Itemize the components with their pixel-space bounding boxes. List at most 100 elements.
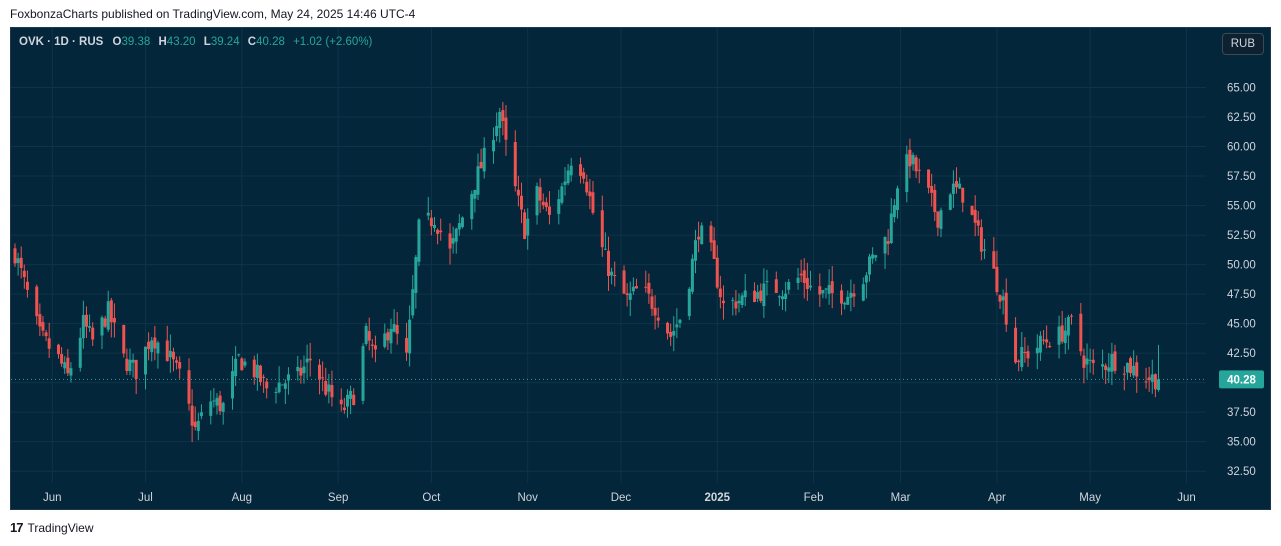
candle-body [970, 205, 974, 215]
candle-body [88, 326, 92, 328]
y-tick-label: 52.50 [1227, 230, 1256, 242]
x-tick-label: Aug [232, 492, 252, 504]
low-label: L [203, 36, 211, 48]
candle-body [373, 345, 377, 350]
candle-body [538, 187, 542, 201]
candle-body [171, 351, 175, 360]
candle-body [131, 359, 135, 363]
candle-body [109, 300, 113, 323]
candle-body [889, 213, 893, 244]
chart-pane[interactable]: 32.5035.0037.5040.0042.5045.0047.5050.00… [10, 27, 1271, 510]
candle-body [187, 370, 191, 404]
candle-body [753, 290, 757, 303]
candle-body [861, 284, 865, 301]
candle-body [392, 324, 396, 332]
candle-body [448, 233, 452, 249]
candle-body [678, 319, 682, 324]
candle-body [1060, 325, 1064, 342]
candle-body [675, 324, 679, 328]
candle-body [625, 293, 629, 296]
candle-body [516, 189, 520, 196]
candle-body [585, 181, 589, 193]
candle-body [504, 117, 508, 140]
candle-body [579, 164, 583, 176]
candle-body [345, 394, 349, 407]
candle-body [1042, 339, 1046, 341]
candle-body [178, 362, 182, 369]
candle-body [905, 154, 909, 192]
candle-body [871, 254, 875, 259]
candle-body [38, 314, 42, 327]
candle-body [712, 240, 716, 259]
candle-body [709, 225, 713, 243]
currency-button[interactable]: RUB [1221, 33, 1264, 55]
candle-body [927, 169, 931, 188]
candle-body [650, 296, 654, 309]
candle-body [283, 383, 287, 389]
x-tick-label: Dec [611, 492, 632, 504]
candle-body [588, 191, 592, 197]
candle-body [740, 295, 744, 306]
candle-body [1063, 330, 1067, 344]
candle-body [774, 279, 778, 293]
candle-body [330, 385, 334, 398]
candle-body [547, 206, 551, 215]
candle-body [339, 399, 343, 405]
x-tick-label: Jun [43, 492, 62, 504]
candle-body [697, 236, 701, 240]
candle-body [892, 205, 896, 218]
candle-body [221, 402, 225, 412]
candle-body [460, 217, 464, 228]
candle-body [60, 354, 64, 364]
candlestick-chart[interactable]: 32.5035.0037.5040.0042.5045.0047.5050.00… [11, 28, 1271, 510]
close-label: C [247, 36, 257, 48]
symbol-label: OVK · 1D · RUS [19, 36, 104, 48]
candle-body [327, 384, 331, 392]
candle-body [603, 248, 607, 250]
candle-body [846, 296, 850, 305]
candle-body [787, 282, 791, 290]
candle-body [784, 293, 788, 299]
candle-body [22, 270, 26, 278]
candle-body [808, 285, 812, 288]
candle-body [1101, 364, 1105, 367]
candle-body [541, 201, 545, 206]
candle-body [1026, 351, 1030, 359]
candle-body [501, 110, 505, 121]
candle-body [44, 332, 48, 337]
candle-body [103, 318, 107, 327]
candle-body [125, 358, 129, 372]
candle-body [321, 377, 325, 379]
candle-body [91, 327, 95, 340]
candle-body [1057, 326, 1061, 345]
candle-body [237, 354, 241, 356]
candle-body [908, 149, 912, 167]
tradingview-logo[interactable]: 17 TradingView [10, 520, 94, 535]
candle-body [408, 319, 412, 354]
candle-body [933, 189, 937, 213]
candle-body [799, 273, 803, 276]
x-tick-label: Sep [328, 492, 348, 504]
candle-body [100, 317, 104, 336]
candle-body [669, 331, 673, 337]
candle-body [47, 338, 51, 349]
candle-body [364, 325, 368, 344]
y-tick-label: 55.00 [1227, 201, 1256, 213]
candle-body [513, 142, 517, 187]
candle-body [911, 154, 915, 165]
candle-body [824, 288, 828, 290]
candle-body [852, 293, 856, 297]
candle-body [843, 302, 847, 305]
candle-body [389, 328, 393, 344]
candle-body [1048, 345, 1052, 348]
candle-body [644, 286, 648, 288]
tradingview-icon: 17 [10, 520, 24, 535]
candle-body [653, 308, 657, 316]
candle-body [262, 376, 266, 378]
candle-body [827, 285, 831, 294]
candle-body [128, 359, 132, 372]
candle-body [979, 227, 983, 252]
candle-body [367, 331, 371, 341]
candle-body [352, 394, 356, 406]
candle-body [240, 358, 244, 371]
